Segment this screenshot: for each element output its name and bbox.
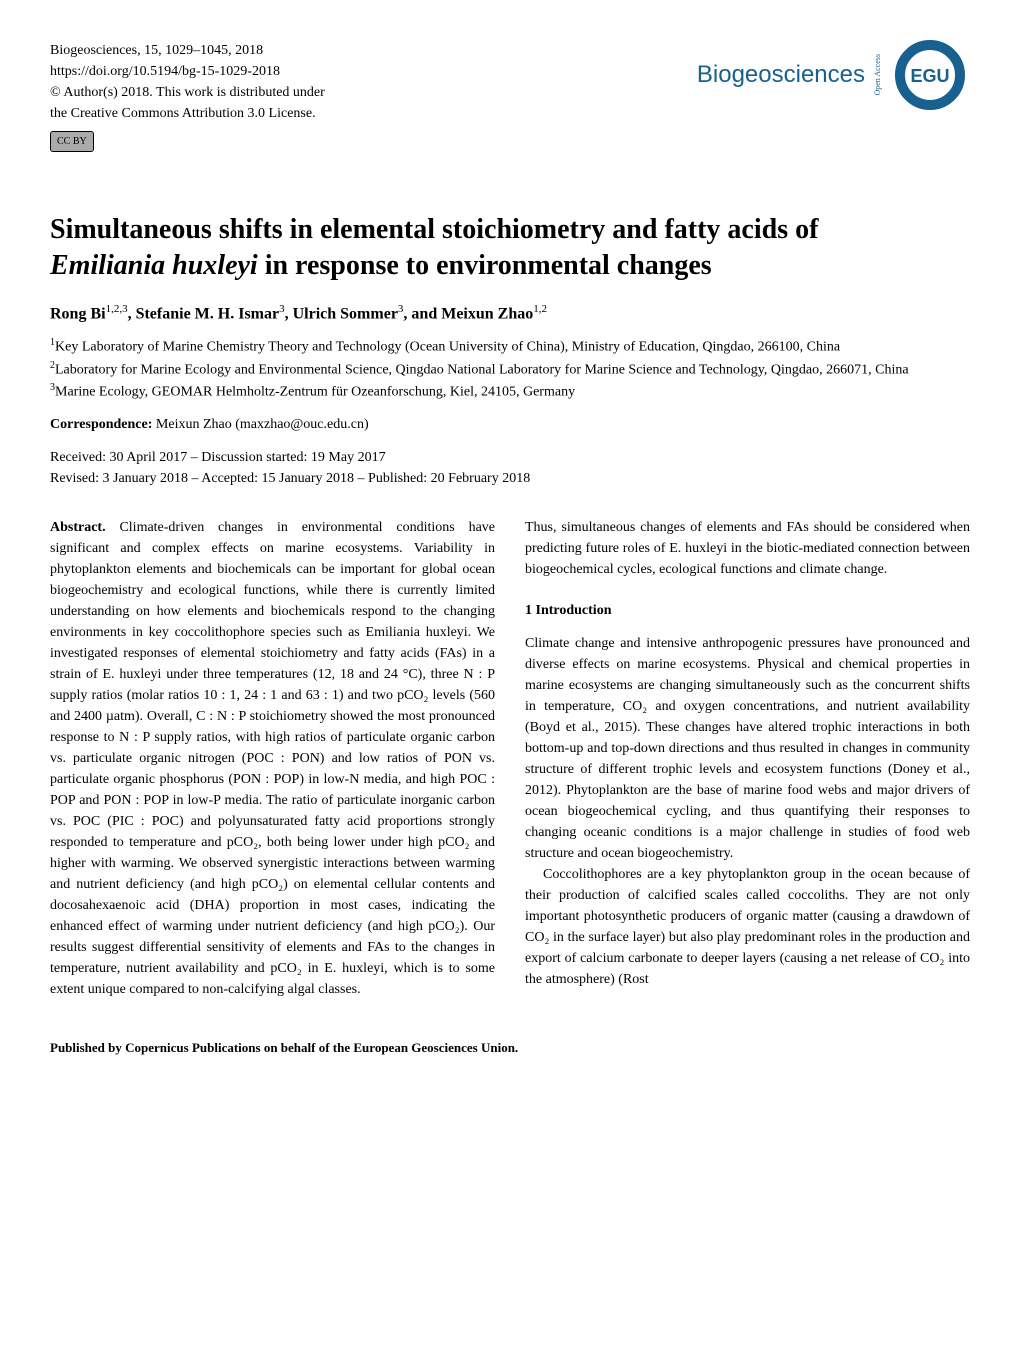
author3: , Ulrich Sommer — [285, 305, 398, 322]
license-line: the Creative Commons Attribution 3.0 Lic… — [50, 103, 325, 124]
affiliation2: 2Laboratory for Marine Ecology and Envir… — [50, 358, 970, 381]
title-species-italic: Emiliania huxleyi — [50, 250, 258, 281]
dates-line2: Revised: 3 January 2018 – Accepted: 15 J… — [50, 468, 970, 489]
authors: Rong Bi1,2,3, Stefanie M. H. Ismar3, Ulr… — [50, 303, 970, 323]
author2: , Stefanie M. H. Ismar — [128, 305, 280, 322]
author1-sup: 1,2,3 — [106, 303, 128, 315]
two-column-body: Abstract. Climate-driven changes in envi… — [50, 517, 970, 1000]
abstract-continuation: Thus, simultaneous changes of elements a… — [525, 517, 970, 580]
aff2-text: Laboratory for Marine Ecology and Enviro… — [55, 362, 909, 377]
abstract-body: Climate-driven changes in environmental … — [50, 520, 495, 997]
egu-logo-icon: EGU — [890, 40, 970, 110]
correspondence-text: Meixun Zhao (maxzhao@ouc.edu.cn) — [152, 417, 368, 432]
left-column: Abstract. Climate-driven changes in envi… — [50, 517, 495, 1000]
abstract-label: Abstract. — [50, 520, 106, 535]
cc-by-icon: CC BY — [50, 131, 94, 152]
correspondence: Correspondence: Meixun Zhao (maxzhao@ouc… — [50, 417, 970, 433]
title-line2-rest: in response to environmental changes — [258, 250, 712, 281]
affiliation1: 1Key Laboratory of Marine Chemistry Theo… — [50, 335, 970, 358]
abstract-paragraph: Abstract. Climate-driven changes in envi… — [50, 517, 495, 1000]
section-1-heading: 1 Introduction — [525, 600, 970, 621]
journal-citation: Biogeosciences, 15, 1029–1045, 2018 — [50, 40, 325, 61]
article-title: Simultaneous shifts in elemental stoichi… — [50, 212, 970, 285]
open-access-label: Open Access — [873, 54, 882, 96]
logo-block: Biogeosciences Open Access EGU — [697, 40, 970, 110]
author1: Rong Bi — [50, 305, 106, 322]
header-row: Biogeosciences, 15, 1029–1045, 2018 http… — [50, 40, 970, 152]
aff1-text: Key Laboratory of Marine Chemistry Theor… — [55, 340, 840, 355]
copyright-line: © Author(s) 2018. This work is distribut… — [50, 82, 325, 103]
aff3-text: Marine Ecology, GEOMAR Helmholtz-Zentrum… — [55, 385, 575, 400]
doi: https://doi.org/10.5194/bg-15-1029-2018 — [50, 61, 325, 82]
affiliations: 1Key Laboratory of Marine Chemistry Theo… — [50, 335, 970, 403]
dates-line1: Received: 30 April 2017 – Discussion sta… — [50, 447, 970, 468]
affiliation3: 3Marine Ecology, GEOMAR Helmholtz-Zentru… — [50, 380, 970, 403]
footer: Published by Copernicus Publications on … — [50, 1040, 970, 1056]
author4-sup: 1,2 — [533, 303, 547, 315]
author4: , and Meixun Zhao — [403, 305, 533, 322]
intro-paragraph-1: Climate change and intensive anthropogen… — [525, 633, 970, 864]
cc-license-badge-wrapper: CC BY — [50, 130, 325, 152]
journal-info: Biogeosciences, 15, 1029–1045, 2018 http… — [50, 40, 325, 152]
correspondence-label: Correspondence: — [50, 417, 152, 432]
svg-text:EGU: EGU — [910, 66, 949, 86]
journal-name: Biogeosciences — [697, 61, 865, 89]
right-column: Thus, simultaneous changes of elements a… — [525, 517, 970, 1000]
title-line1: Simultaneous shifts in elemental stoichi… — [50, 214, 818, 245]
publication-dates: Received: 30 April 2017 – Discussion sta… — [50, 447, 970, 489]
intro-paragraph-2: Coccolithophores are a key phytoplankton… — [525, 864, 970, 990]
